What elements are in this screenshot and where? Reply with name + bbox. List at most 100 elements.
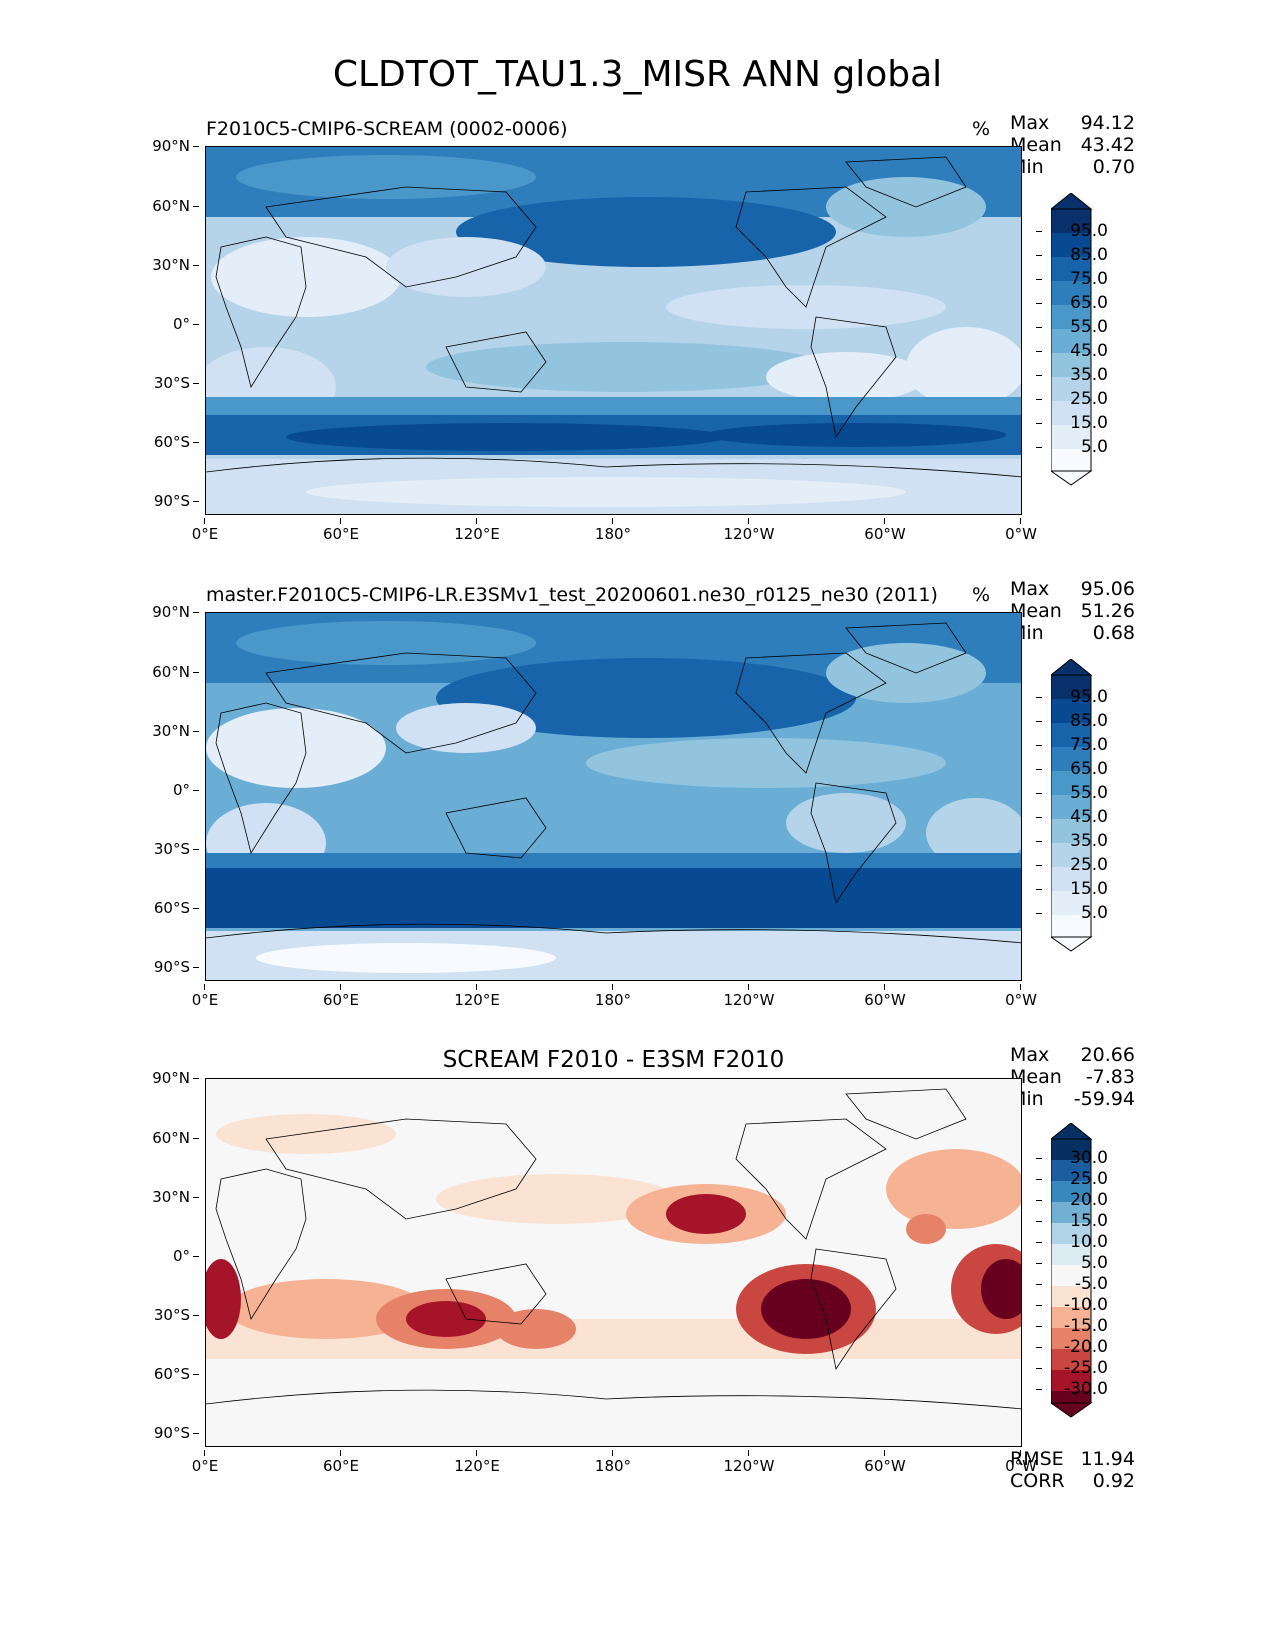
stat-label-max: Max <box>1010 1044 1050 1066</box>
p2-lat-tick: 30°S <box>138 840 199 858</box>
p1-lat-tick: 60°N <box>138 197 199 215</box>
panel-1-map <box>205 146 1022 515</box>
panel-1-max: 94.12 <box>1080 112 1135 134</box>
p3-lon-tick: 0°W <box>991 1450 1051 1475</box>
p3-lon-tick: 120°E <box>447 1450 507 1475</box>
panel-3-corr: 0.92 <box>1092 1470 1135 1492</box>
p3-cbar-label: -10.0 <box>1036 1295 1108 1315</box>
panel-3-mean: -7.83 <box>1085 1066 1135 1088</box>
p2-lon-tick: 60°W <box>855 984 915 1009</box>
p1-cbar-label: 25.0 <box>1036 389 1108 409</box>
p3-cbar-label: 5.0 <box>1036 1253 1108 1273</box>
figure-title: CLDTOT_TAU1.3_MISR ANN global <box>332 54 943 95</box>
p2-lon-tick: 60°E <box>311 984 371 1009</box>
p3-lon-tick: 60°E <box>311 1450 371 1475</box>
p1-cbar-label: 15.0 <box>1036 413 1108 433</box>
p2-cbar-label: 75.0 <box>1036 735 1108 755</box>
p2-cbar-label: 65.0 <box>1036 759 1108 779</box>
p2-lon-tick: 120°W <box>719 984 779 1009</box>
p3-cbar-label: 30.0 <box>1036 1148 1108 1168</box>
p1-lat-tick: 30°S <box>138 374 199 392</box>
stat-label-max: Max <box>1010 112 1050 134</box>
p1-cbar-label: 5.0 <box>1036 437 1108 457</box>
panel-2-stats: Max 95.06 Mean 51.26 Min 0.68 <box>1010 578 1135 644</box>
p3-lon-tick: 180° <box>583 1450 643 1475</box>
panel-3-map <box>205 1078 1022 1447</box>
p2-cbar-label: 25.0 <box>1036 855 1108 875</box>
p3-cbar-label: 20.0 <box>1036 1190 1108 1210</box>
p2-lat-tick: 0° <box>138 781 199 799</box>
panel-2-colorbar <box>1051 659 1093 952</box>
p3-cbar-label: -30.0 <box>1036 1379 1108 1399</box>
panel-2-unit: % <box>972 584 991 606</box>
panel-1-mean: 43.42 <box>1080 134 1135 156</box>
p2-lon-tick: 180° <box>583 984 643 1009</box>
p3-cbar-label: -15.0 <box>1036 1316 1108 1336</box>
p1-cbar-label: 65.0 <box>1036 293 1108 313</box>
p3-cbar-label: 15.0 <box>1036 1211 1108 1231</box>
p3-lat-tick: 30°S <box>138 1306 199 1324</box>
panel-3-colorbar <box>1051 1123 1093 1418</box>
p1-lat-tick: 0° <box>138 315 199 333</box>
panel-3-min: -59.94 <box>1073 1088 1135 1110</box>
p2-cbar-label: 35.0 <box>1036 831 1108 851</box>
p3-lon-tick: 60°W <box>855 1450 915 1475</box>
p2-lat-tick: 60°S <box>138 899 199 917</box>
p1-lon-tick: 60°E <box>311 518 371 543</box>
p2-cbar-label: 55.0 <box>1036 783 1108 803</box>
stat-label-mean: Mean <box>1010 1066 1062 1088</box>
p1-cbar-label: 95.0 <box>1036 221 1108 241</box>
p2-lat-tick: 60°N <box>138 663 199 681</box>
p2-cbar-label: 45.0 <box>1036 807 1108 827</box>
metric-label-rmse: RMSE <box>1010 1448 1064 1470</box>
p3-cbar-label: 25.0 <box>1036 1169 1108 1189</box>
stat-label-mean: Mean <box>1010 134 1062 156</box>
p3-cbar-label: -20.0 <box>1036 1337 1108 1357</box>
p3-lat-tick: 90°S <box>138 1424 199 1442</box>
panel-1-colorbar <box>1051 193 1093 486</box>
p1-lon-tick: 60°W <box>855 518 915 543</box>
p2-cbar-label: 85.0 <box>1036 711 1108 731</box>
p2-lat-tick: 90°N <box>138 603 199 621</box>
p1-cbar-label: 55.0 <box>1036 317 1108 337</box>
panel-1-min: 0.70 <box>1092 156 1135 178</box>
p3-cbar-label: -5.0 <box>1036 1274 1108 1294</box>
p2-cbar-label: 95.0 <box>1036 687 1108 707</box>
p1-cbar-label: 75.0 <box>1036 269 1108 289</box>
panel-1-unit: % <box>972 118 991 140</box>
panel-2-title: master.F2010C5-CMIP6-LR.E3SMv1_test_2020… <box>206 584 938 606</box>
p1-lon-tick: 0°E <box>175 518 235 543</box>
p2-lat-tick: 90°S <box>138 958 199 976</box>
panel-2-min: 0.68 <box>1092 622 1135 644</box>
p1-cbar-label: 85.0 <box>1036 245 1108 265</box>
p1-lon-tick: 0°W <box>991 518 1051 543</box>
p3-lon-tick: 0°E <box>175 1450 235 1475</box>
panel-2-mean: 51.26 <box>1080 600 1135 622</box>
p3-lat-tick: 60°N <box>138 1129 199 1147</box>
p1-cbar-label: 45.0 <box>1036 341 1108 361</box>
panel-3-rmse: 11.94 <box>1080 1448 1135 1470</box>
panel-3-max: 20.66 <box>1080 1044 1135 1066</box>
p3-cbar-label: 10.0 <box>1036 1232 1108 1252</box>
metric-label-corr: CORR <box>1010 1470 1065 1492</box>
panel-3-metrics: RMSE 11.94 CORR 0.92 <box>1010 1448 1135 1492</box>
p3-lat-tick: 30°N <box>138 1188 199 1206</box>
panel-1-title: F2010C5-CMIP6-SCREAM (0002-0006) <box>206 118 568 140</box>
p2-lat-tick: 30°N <box>138 722 199 740</box>
p3-lat-tick: 0° <box>138 1247 199 1265</box>
p3-lat-tick: 60°S <box>138 1365 199 1383</box>
panel-1-stats: Max 94.12 Mean 43.42 Min 0.70 <box>1010 112 1135 178</box>
panel-3-stats: Max 20.66 Mean -7.83 Min -59.94 <box>1010 1044 1135 1110</box>
p3-lat-tick: 90°N <box>138 1069 199 1087</box>
panel-3-title: SCREAM F2010 - E3SM F2010 <box>442 1047 785 1073</box>
stat-label-max: Max <box>1010 578 1050 600</box>
p1-lon-tick: 120°W <box>719 518 779 543</box>
p2-lon-tick: 0°W <box>991 984 1051 1009</box>
p2-cbar-label: 15.0 <box>1036 879 1108 899</box>
p2-cbar-label: 5.0 <box>1036 903 1108 923</box>
p2-lon-tick: 0°E <box>175 984 235 1009</box>
p1-lat-tick: 30°N <box>138 256 199 274</box>
stat-label-mean: Mean <box>1010 600 1062 622</box>
p3-cbar-label: -25.0 <box>1036 1358 1108 1378</box>
p3-lon-tick: 120°W <box>719 1450 779 1475</box>
